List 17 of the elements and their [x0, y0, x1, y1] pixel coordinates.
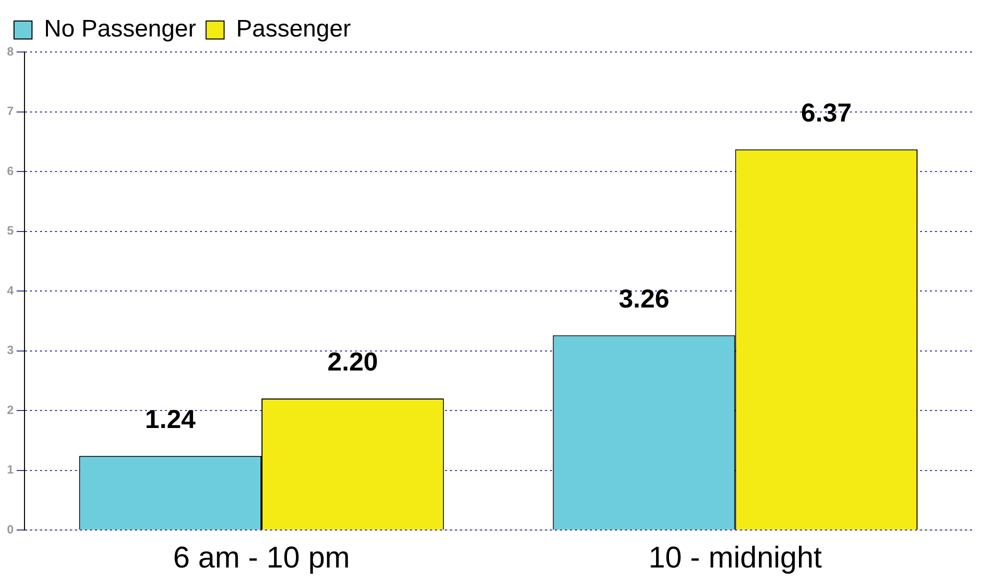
y-tick-label: 5 [6, 224, 14, 238]
legend-label: Passenger [236, 16, 351, 43]
data-label: 2.20 [327, 346, 378, 377]
legend-label: No Passenger [44, 16, 196, 43]
data-label: 6.37 [801, 98, 852, 128]
x-tick-label: 6 am - 10 pm [173, 541, 350, 574]
y-tick-label: 3 [6, 343, 14, 358]
y-tick-label: 0 [6, 522, 14, 536]
y-tick-label: 2 [6, 402, 14, 417]
y-tick-label: 1 [6, 462, 14, 477]
data-label: 3.26 [618, 283, 670, 314]
x-tick-label: 10 - midnight [648, 541, 823, 574]
data-label: 1.24 [145, 404, 196, 434]
y-tick-label: 4 [6, 283, 14, 298]
y-tick-label: 8 [6, 44, 14, 58]
y-tick-label: 6 [6, 164, 14, 178]
y-tick-label: 7 [6, 104, 14, 118]
